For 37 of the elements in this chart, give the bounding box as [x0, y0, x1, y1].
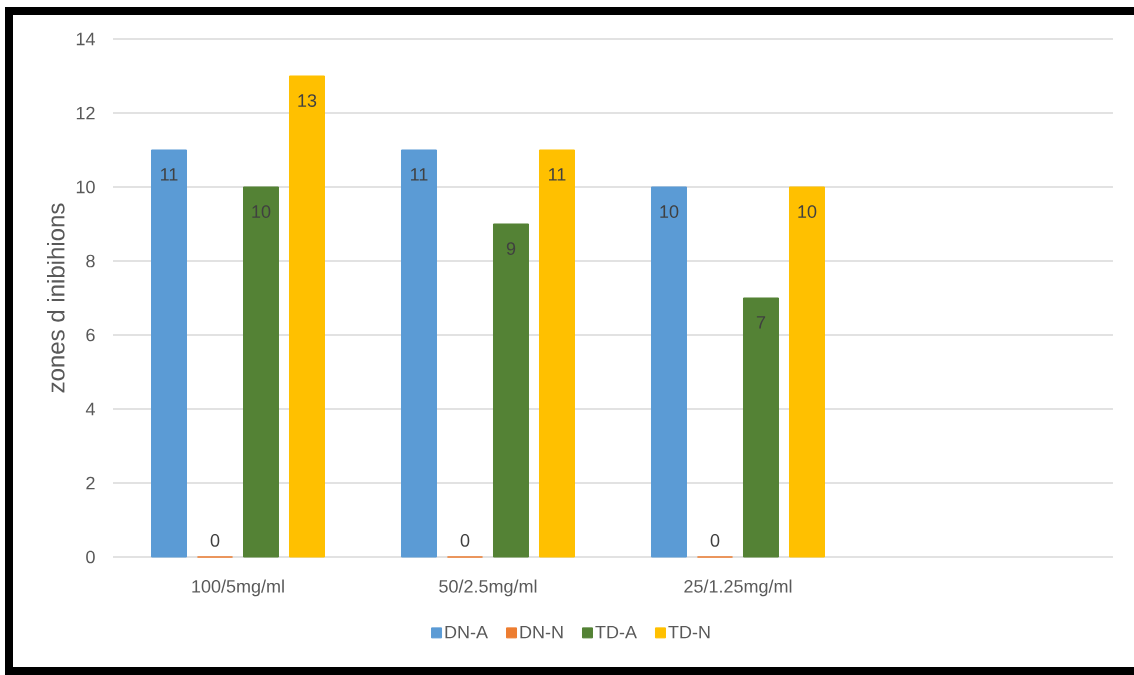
y-tick-label: 8: [86, 254, 95, 268]
data-label: 11: [549, 168, 566, 181]
bar: [650, 186, 687, 558]
data-label: 0: [710, 534, 720, 547]
data-label: 10: [252, 205, 271, 218]
y-tick-label: 0: [86, 550, 95, 564]
bar: [493, 223, 529, 558]
data-label: 9: [506, 242, 516, 255]
data-label: 10: [798, 205, 817, 218]
bar: [538, 149, 575, 558]
x-tick-label: 50/2.5mg/ml: [439, 579, 537, 597]
bar: [401, 149, 437, 558]
y-tick-label: 6: [86, 328, 95, 342]
data-label: 7: [756, 316, 766, 329]
y-tick-label: 10: [76, 180, 95, 194]
data-label: 0: [210, 534, 220, 547]
legend-label: DN-A: [445, 625, 488, 639]
bar: [151, 149, 187, 558]
x-tick-label: 100/5mg/ml: [192, 579, 284, 597]
data-label: 10: [660, 205, 679, 218]
data-label: 11: [161, 168, 178, 181]
data-label: 11: [411, 168, 428, 181]
y-tick-label: 12: [76, 106, 95, 120]
bar: [243, 186, 279, 558]
bar: [742, 297, 779, 558]
y-tick-label: 14: [76, 32, 95, 46]
bar: [788, 186, 825, 558]
y-axis-title: zones d inibihions: [46, 203, 65, 393]
data-label: 13: [298, 94, 317, 107]
legend-label: TD-A: [595, 625, 637, 639]
y-tick-label: 2: [86, 476, 95, 490]
data-label: 0: [460, 534, 470, 547]
y-tick-label: 4: [85, 402, 95, 416]
bar: [289, 75, 325, 558]
x-tick-label: 25/1.25mg/ml: [684, 579, 792, 597]
legend-label: DN-N: [520, 625, 563, 639]
legend-label: TD-N: [668, 625, 710, 639]
